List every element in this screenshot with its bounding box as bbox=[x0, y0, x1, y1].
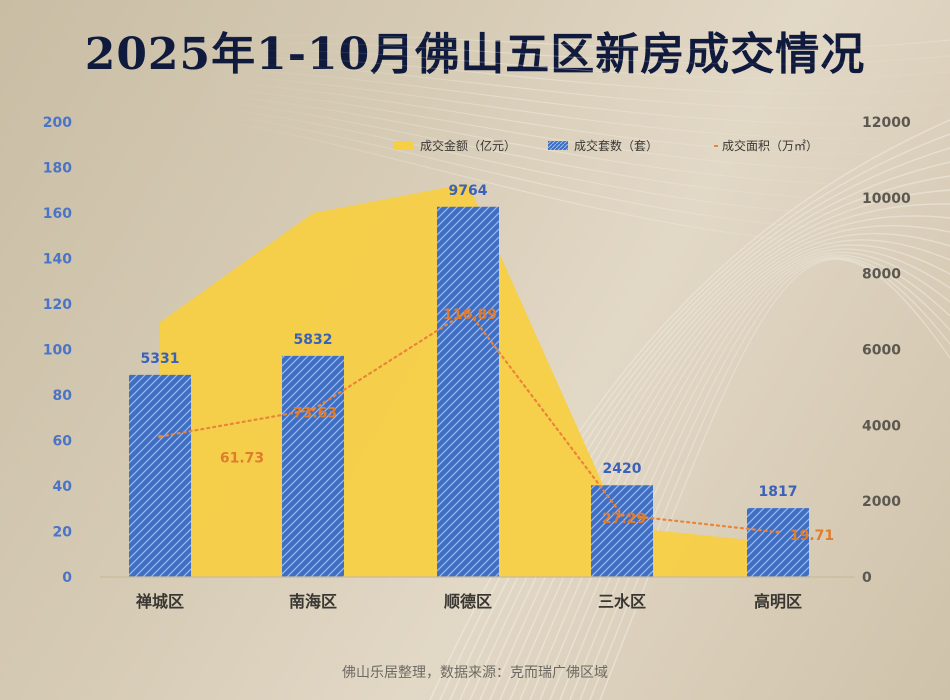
y-axis-right: 0 2000 4000 6000 8000 10000 12000 bbox=[862, 115, 911, 586]
y-left-tick-label: 0 bbox=[62, 570, 72, 586]
legend-label: 成交套数（套） bbox=[574, 138, 658, 153]
bar-deal-units bbox=[282, 355, 344, 577]
bar-data-label: 9764 bbox=[449, 183, 488, 199]
bar-data-label: 5331 bbox=[141, 351, 180, 367]
y-left-tick-label: 120 bbox=[43, 297, 72, 313]
line-data-label: 27.29 bbox=[602, 511, 646, 527]
legend: 成交金额（亿元） 成交套数（套） 成交面积（万㎡） bbox=[394, 138, 818, 153]
background-streak bbox=[439, 133, 950, 700]
y-right-tick-label: 2000 bbox=[862, 494, 901, 510]
background-streak bbox=[429, 119, 950, 700]
legend-swatch-area bbox=[394, 141, 414, 150]
background-streak bbox=[199, 49, 950, 80]
y-left-tick-label: 200 bbox=[43, 115, 72, 131]
background-streak bbox=[199, 42, 950, 65]
line-data-label: 61.73 bbox=[220, 451, 264, 467]
line-point bbox=[158, 434, 162, 439]
x-tick-label: 三水区 bbox=[598, 592, 646, 611]
x-tick-label: 南海区 bbox=[289, 592, 337, 611]
y-right-tick-label: 6000 bbox=[862, 343, 901, 359]
x-axis: 禅城区 南海区 顺德区 三水区 高明区 bbox=[100, 576, 855, 611]
line-point bbox=[466, 309, 470, 313]
chart-title: 2025年1-10月佛山五区新房成交情况 bbox=[84, 29, 866, 80]
x-tick-label: 顺德区 bbox=[444, 592, 492, 611]
legend-label: 成交金额（亿元） bbox=[420, 138, 516, 153]
background-streak bbox=[199, 87, 950, 171]
legend-swatch-bar bbox=[548, 141, 568, 150]
y-left-tick-label: 140 bbox=[43, 252, 72, 268]
line-data-label: 73.63 bbox=[293, 405, 337, 421]
background-streak bbox=[199, 117, 950, 249]
bar-data-label: 2420 bbox=[603, 461, 642, 477]
line-point bbox=[311, 407, 315, 412]
line-point bbox=[620, 513, 624, 517]
background-streak bbox=[449, 147, 950, 700]
bar-deal-units bbox=[591, 485, 653, 577]
bar-deal-units bbox=[747, 508, 809, 577]
y-left-tick-label: 80 bbox=[53, 388, 73, 404]
background-streak bbox=[199, 34, 950, 51]
y-left-tick-label: 60 bbox=[53, 434, 73, 450]
background-streak bbox=[199, 75, 950, 140]
legend-label: 成交面积（万㎡） bbox=[722, 138, 818, 153]
x-tick-label: 高明区 bbox=[754, 592, 802, 611]
background-streak bbox=[199, 105, 950, 217]
background-streak bbox=[199, 111, 950, 233]
y-left-tick-label: 180 bbox=[43, 161, 72, 177]
source-footer: 佛山乐居整理，数据来源：克而瑞广佛区域 bbox=[342, 665, 608, 681]
y-left-tick-label: 20 bbox=[53, 525, 73, 541]
bar-data-label: 1817 bbox=[759, 484, 798, 500]
bar-data-label: 5832 bbox=[294, 332, 333, 348]
background-streak bbox=[199, 56, 950, 95]
background-streak bbox=[199, 81, 950, 155]
line-point bbox=[776, 530, 780, 534]
line-data-label: 116.89 bbox=[443, 307, 497, 323]
y-right-tick-label: 4000 bbox=[862, 418, 901, 434]
y-left-tick-label: 40 bbox=[53, 479, 73, 495]
y-left-tick-label: 160 bbox=[43, 206, 72, 222]
background-streak bbox=[539, 244, 950, 700]
y-right-tick-label: 8000 bbox=[862, 267, 901, 283]
background-streak bbox=[199, 69, 950, 125]
background-streak bbox=[199, 99, 950, 202]
x-tick-label: 禅城区 bbox=[135, 592, 184, 611]
y-right-tick-label: 10000 bbox=[862, 191, 911, 207]
background-streak bbox=[199, 93, 950, 186]
y-right-tick-label: 12000 bbox=[862, 115, 911, 131]
line-data-label: 19.71 bbox=[790, 528, 834, 544]
bar-deal-units bbox=[129, 374, 191, 577]
y-axis-left: 0 20 40 60 80 100 120 140 160 180 200 bbox=[43, 115, 72, 586]
bar-deal-units bbox=[437, 206, 499, 577]
y-left-tick-label: 100 bbox=[43, 343, 72, 359]
background-streak bbox=[199, 63, 950, 110]
y-right-tick-label: 0 bbox=[862, 570, 872, 586]
